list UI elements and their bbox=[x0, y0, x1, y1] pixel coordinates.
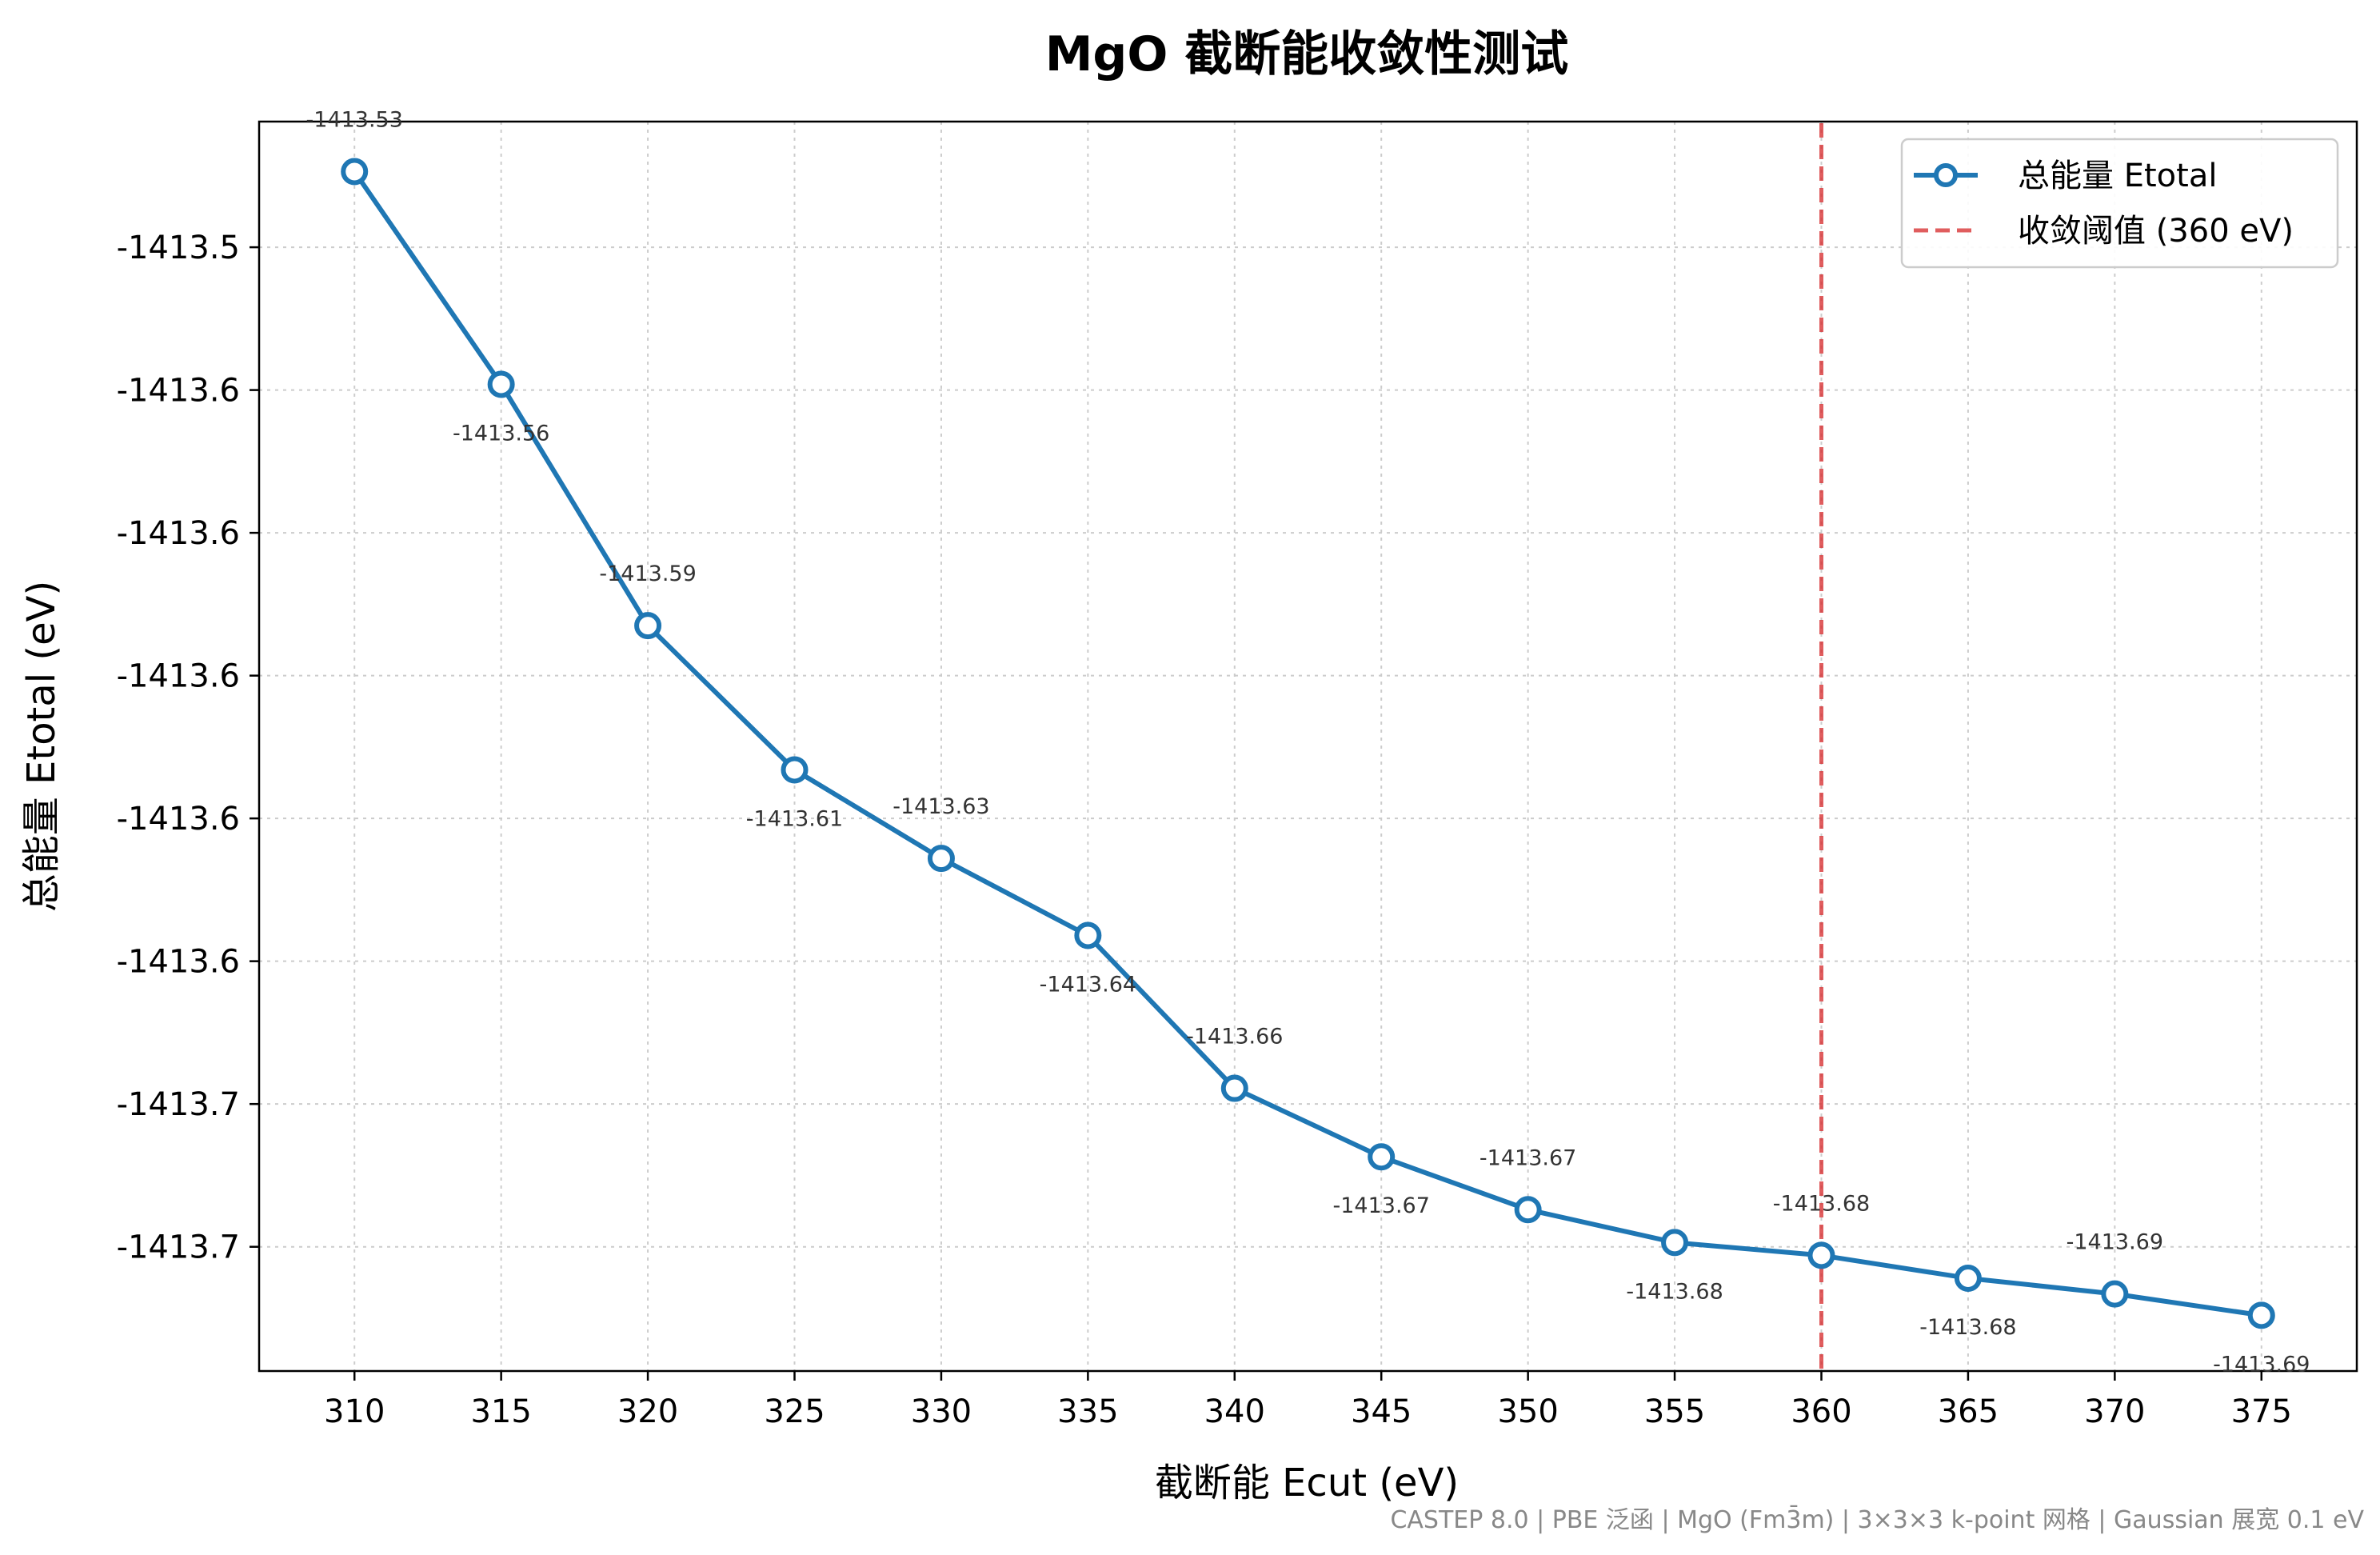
y-tick-label: -1413.7 bbox=[117, 1229, 240, 1266]
data-label: -1413.66 bbox=[1186, 1025, 1283, 1049]
data-label: -1413.67 bbox=[1333, 1193, 1430, 1218]
data-point bbox=[1368, 1143, 1396, 1171]
data-label: -1413.68 bbox=[1773, 1191, 1870, 1216]
plot-frame bbox=[258, 120, 2358, 1373]
data-label: -1413.69 bbox=[2213, 1352, 2310, 1377]
data-label: -1413.53 bbox=[306, 107, 403, 132]
legend-box bbox=[1900, 138, 2339, 269]
y-axis-label: 总能量 Etotal (eV) bbox=[19, 581, 64, 912]
x-tick-label: 320 bbox=[617, 1393, 678, 1430]
x-tick-label: 310 bbox=[324, 1393, 385, 1430]
data-point bbox=[2247, 1301, 2275, 1329]
x-tick-label: 345 bbox=[1351, 1393, 1412, 1430]
x-tick-label: 315 bbox=[470, 1393, 531, 1430]
data-point bbox=[1954, 1264, 1982, 1292]
x-tick-label: 355 bbox=[1644, 1393, 1705, 1430]
x-tick-label: 375 bbox=[2231, 1393, 2292, 1430]
data-label: -1413.69 bbox=[2067, 1230, 2163, 1255]
data-point bbox=[927, 845, 955, 873]
y-tick-label: -1413.6 bbox=[117, 801, 240, 837]
data-labels: -1413.53 -1413.56 -1413.59 -1413.61 -1413.63… bbox=[306, 107, 2310, 1377]
x-tick-label: 370 bbox=[2084, 1393, 2145, 1430]
x-axis-label: 截断能 Ecut (eV) bbox=[1155, 1461, 1459, 1505]
y-tick-label: -1413.6 bbox=[117, 515, 240, 552]
data-label: -1413.59 bbox=[599, 562, 696, 586]
x-tick-label: 340 bbox=[1204, 1393, 1265, 1430]
y-axis-ticks: -1413.5 -1413.6 -1413.6 -1413.6 -1413.6 -1413… bbox=[117, 230, 259, 1266]
legend-threshold-label: 收敛阈值 (360 eV) bbox=[2018, 213, 2294, 250]
data-point bbox=[1074, 921, 1102, 949]
data-points bbox=[341, 158, 2275, 1329]
grid bbox=[259, 122, 2357, 1371]
data-point bbox=[1807, 1241, 1835, 1269]
data-label: -1413.68 bbox=[1626, 1279, 1723, 1304]
data-label: -1413.63 bbox=[892, 794, 989, 819]
x-tick-label: 365 bbox=[1938, 1393, 1999, 1430]
data-point bbox=[2101, 1280, 2129, 1308]
y-tick-label: -1413.7 bbox=[117, 1086, 240, 1123]
x-tick-label: 360 bbox=[1791, 1393, 1851, 1430]
legend: 总能量 Etotal 收敛阈值 (360 eV) bbox=[1900, 138, 2339, 269]
x-axis-ticks: 310 315 320 325 330 335 340 345 350 355 360 365 370 3… bbox=[324, 1371, 2292, 1430]
y-tick-label: -1413.6 bbox=[117, 658, 240, 695]
data-point bbox=[1220, 1074, 1248, 1102]
x-tick-label: 350 bbox=[1497, 1393, 1558, 1430]
data-label: -1413.64 bbox=[1040, 973, 1136, 997]
data-point bbox=[487, 370, 515, 398]
data-label: -1413.56 bbox=[453, 421, 549, 446]
legend-series-label: 总能量 Etotal bbox=[2018, 158, 2217, 194]
y-tick-label: -1413.6 bbox=[117, 944, 240, 981]
data-label: -1413.61 bbox=[746, 806, 843, 831]
data-point bbox=[1661, 1229, 1689, 1257]
data-point bbox=[634, 612, 662, 640]
data-point bbox=[781, 756, 809, 784]
data-point bbox=[1514, 1196, 1542, 1224]
data-label: -1413.68 bbox=[1919, 1315, 2016, 1340]
x-tick-label: 330 bbox=[911, 1393, 972, 1430]
x-tick-label: 325 bbox=[764, 1393, 825, 1430]
data-label: -1413.67 bbox=[1480, 1145, 1576, 1170]
x-tick-label: 335 bbox=[1057, 1393, 1118, 1430]
chart-title: MgO 截断能收敛性测试 bbox=[1045, 26, 1569, 82]
y-tick-label: -1413.6 bbox=[117, 373, 240, 410]
series-line bbox=[352, 170, 2262, 1318]
y-tick-label: -1413.5 bbox=[117, 230, 240, 266]
footer-note: CASTEP 8.0 | PBE 泛函 | MgO (Fm3̄m) | 3×3×… bbox=[1390, 1505, 2364, 1534]
legend-series-marker bbox=[1934, 163, 1958, 187]
data-point bbox=[341, 158, 369, 186]
